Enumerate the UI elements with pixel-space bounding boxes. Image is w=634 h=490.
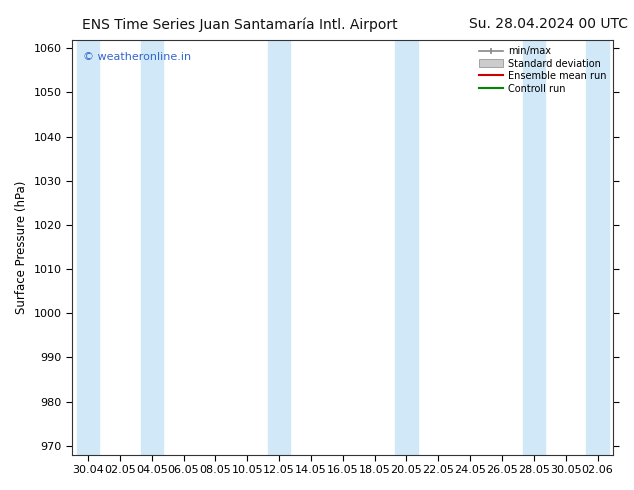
Y-axis label: Surface Pressure (hPa): Surface Pressure (hPa)	[15, 180, 28, 314]
Legend: min/max, Standard deviation, Ensemble mean run, Controll run: min/max, Standard deviation, Ensemble me…	[477, 45, 609, 96]
Bar	[586, 40, 609, 455]
Text: © weatheronline.in: © weatheronline.in	[83, 52, 191, 62]
Bar	[268, 40, 290, 455]
Bar	[141, 40, 163, 455]
Text: Su. 28.04.2024 00 UTC: Su. 28.04.2024 00 UTC	[469, 17, 628, 31]
Bar	[77, 40, 99, 455]
Bar	[396, 40, 418, 455]
Bar	[522, 40, 545, 455]
Text: ENS Time Series Juan Santamaría Intl. Airport: ENS Time Series Juan Santamaría Intl. Ai…	[82, 17, 398, 32]
